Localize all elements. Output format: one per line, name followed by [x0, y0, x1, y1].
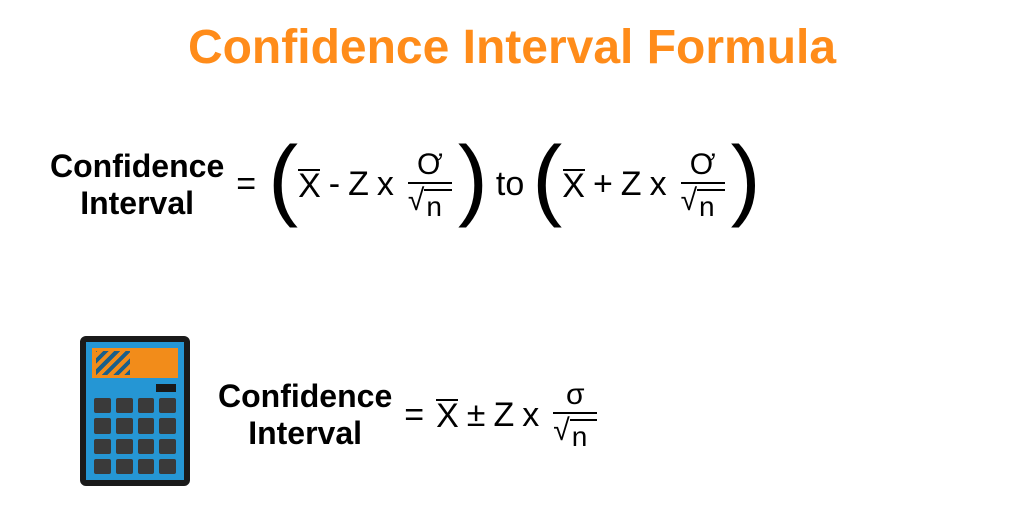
calculator-buttons — [94, 398, 176, 474]
equals-sign: = — [236, 165, 256, 204]
sqrt-n: √ n — [408, 186, 452, 220]
sigma: σ — [558, 380, 593, 412]
page-title: Confidence Interval Formula — [0, 0, 1024, 75]
lower-bound-expr: X - Z x Ơ √ n — [298, 150, 458, 220]
formula2-label: Confidence Interval — [218, 378, 392, 452]
x-bar: X — [436, 399, 459, 430]
label-line1: Confidence — [218, 378, 392, 414]
sigma: Ơ — [682, 150, 724, 182]
compact-expr: X ± Z x σ √ n — [436, 380, 603, 450]
times-sign: x — [522, 396, 539, 435]
to-text: to — [496, 165, 524, 204]
plus-sign: + — [593, 165, 613, 204]
formula-expanded: Confidence Interval = ( X - Z x Ơ √ n ) … — [50, 148, 761, 222]
z-symbol: Z — [348, 165, 369, 204]
minus-sign: - — [329, 165, 340, 204]
times-sign: x — [650, 165, 667, 204]
formula-compact-row: Confidence Interval = X ± Z x σ √ n — [80, 340, 603, 490]
sigma-over-sqrt-n: Ơ √ n — [408, 150, 452, 220]
upper-bound-expr: X + Z x Ơ √ n — [562, 150, 730, 220]
z-symbol: Z — [493, 396, 514, 435]
x-bar: X — [562, 169, 585, 200]
times-sign: x — [377, 165, 394, 204]
x-bar: X — [298, 169, 321, 200]
label-line2: Interval — [80, 185, 194, 221]
z-symbol: Z — [621, 165, 642, 204]
sqrt-n: √ n — [681, 186, 725, 220]
plus-minus-sign: ± — [467, 396, 486, 435]
equals-sign: = — [404, 396, 424, 435]
formula1-label: Confidence Interval — [50, 148, 224, 222]
calculator-icon — [80, 336, 190, 486]
label-line2: Interval — [248, 415, 362, 451]
sigma: Ơ — [409, 150, 451, 182]
label-line1: Confidence — [50, 148, 224, 184]
sqrt-n: √ n — [553, 416, 597, 450]
sigma-over-sqrt-n: σ √ n — [553, 380, 597, 450]
sigma-over-sqrt-n: Ơ √ n — [681, 150, 725, 220]
